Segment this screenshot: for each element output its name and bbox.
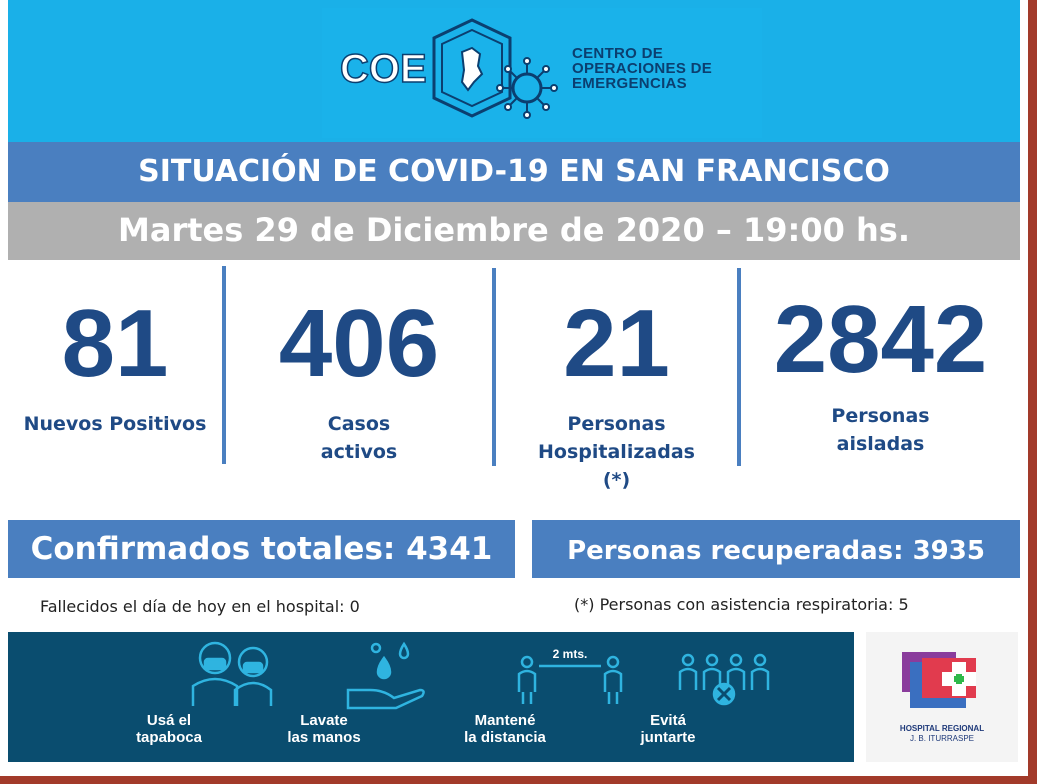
- org-name-line: EMERGENCIAS: [572, 75, 687, 92]
- advice-label-line: tapaboca: [136, 729, 202, 746]
- recovered-total-box: Personas recuperadas: 3935: [532, 520, 1020, 578]
- hospital-cross-icon: [902, 652, 976, 708]
- advice-mask: Usá el tapaboca: [104, 632, 273, 762]
- org-name-line: OPERACIONES DE: [572, 60, 713, 77]
- org-name-line: CENTRO DE: [572, 45, 664, 62]
- stat-hospitalized-value: 21: [563, 290, 670, 397]
- hospital-logo: HOSPITAL REGIONAL J. B. ITURRASPE: [866, 632, 1018, 762]
- stat-new-positives-value: 81: [61, 290, 169, 397]
- advice-banner: Usá el tapaboca Lavate las manos: [8, 632, 854, 762]
- advice-label: Usá el tapaboca: [104, 712, 234, 746]
- stat-new-positives-label: Nuevos Positivos: [8, 410, 222, 438]
- stat-label-line: Casos: [327, 413, 391, 435]
- report-date: Martes 29 de Diciembre de 2020 – 19:00 h…: [118, 211, 910, 249]
- coe-logo: COE CENTRO DE OPERACIONES DE EMERGENCIAS: [322, 8, 762, 138]
- face-mask-icon: [191, 641, 273, 706]
- confirmed-total: Confirmados totales: 4341: [30, 531, 493, 567]
- advice-handwash: Lavate las manos: [264, 632, 425, 762]
- stat-label-line: Nuevos Positivos: [23, 413, 207, 435]
- stat-label-line: Personas: [567, 413, 666, 435]
- advice-label: Lavate las manos: [264, 712, 384, 746]
- coe-emblem-icon: COE: [339, 18, 558, 119]
- advice-label-line: las manos: [287, 729, 361, 746]
- advice-label-line: Evitá: [650, 712, 686, 729]
- hospital-name-line: J. B. ITURRASPE: [909, 734, 974, 743]
- logo-text: COE: [340, 47, 427, 91]
- org-name: CENTRO DE OPERACIONES DE EMERGENCIAS: [572, 46, 762, 91]
- advice-label: Mantené la distancia: [440, 712, 570, 746]
- stat-label-line: Hospitalizadas: [538, 441, 695, 463]
- frame-right: [1028, 0, 1037, 784]
- stat-hospitalized-label: Personas Hospitalizadas (*): [496, 410, 737, 494]
- page-title: SITUACIÓN DE COVID-19 EN SAN FRANCISCO: [138, 154, 890, 189]
- stat-label-line: aisladas: [836, 433, 925, 455]
- advice-label-line: la distancia: [464, 729, 546, 746]
- distance-icon: 2 mts.: [517, 647, 623, 704]
- advice-label-line: juntarte: [640, 729, 696, 746]
- advice-label-line: Mantené: [474, 712, 536, 729]
- svg-text:2 mts.: 2 mts.: [553, 647, 588, 661]
- group-avoid-icon: [678, 653, 770, 706]
- frame-gap: [1022, 0, 1028, 776]
- stat-isolated-label: Personas aisladas: [741, 402, 1020, 458]
- recovered-total: Personas recuperadas: 3935: [567, 536, 985, 566]
- advice-avoid-gathering: Evitá juntarte: [608, 632, 770, 762]
- stat-label-line: Personas: [831, 405, 930, 427]
- advice-label: Evitá juntarte: [608, 712, 728, 746]
- stat-label-line: activos: [320, 441, 398, 463]
- hand-wash-icon: [346, 641, 425, 710]
- hospital-name: HOSPITAL REGIONAL J. B. ITURRASPE: [866, 724, 1018, 744]
- stat-label-line: (*): [602, 469, 631, 491]
- stat-active-cases-value: 406: [278, 290, 440, 397]
- date-bar: Martes 29 de Diciembre de 2020 – 19:00 h…: [8, 202, 1020, 260]
- title-bar: SITUACIÓN DE COVID-19 EN SAN FRANCISCO: [8, 142, 1020, 202]
- stat-divider: [222, 266, 226, 464]
- advice-label-line: Lavate: [300, 712, 348, 729]
- header: COE CENTRO DE OPERACIONES DE EMERGENCIAS: [8, 0, 1020, 142]
- respiratory-note: (*) Personas con asistencia respiratoria…: [574, 595, 909, 614]
- stat-isolated-value: 2842: [773, 286, 988, 393]
- advice-label-line: Usá el: [146, 712, 192, 729]
- stat-active-cases-label: Casos activos: [226, 410, 492, 466]
- frame-bottom: [0, 776, 1037, 784]
- hospital-name-line: HOSPITAL REGIONAL: [899, 724, 985, 733]
- advice-distance: 2 mts. Mantené la distancia: [440, 632, 623, 762]
- stat-divider: [737, 268, 741, 466]
- stat-divider: [492, 268, 496, 466]
- confirmed-total-box: Confirmados totales: 4341: [8, 520, 515, 578]
- deceased-note: Fallecidos el día de hoy en el hospital:…: [40, 597, 360, 616]
